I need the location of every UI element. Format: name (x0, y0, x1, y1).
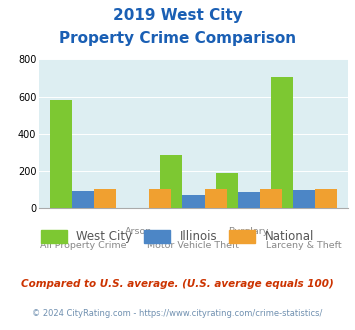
Legend: West City, Illinois, National: West City, Illinois, National (36, 225, 319, 248)
Text: Arson: Arson (125, 227, 152, 236)
Bar (237, 192, 260, 208)
Text: All Property Crime: All Property Crime (40, 241, 126, 250)
Text: Burglary: Burglary (228, 227, 269, 236)
Text: 2019 West City: 2019 West City (113, 8, 242, 23)
Bar (149, 189, 171, 208)
Text: Motor Vehicle Theft: Motor Vehicle Theft (147, 241, 240, 250)
Bar (260, 189, 282, 208)
Bar (271, 78, 293, 208)
Bar (50, 100, 72, 208)
Bar (204, 189, 226, 208)
Bar (160, 155, 182, 208)
Text: Larceny & Theft: Larceny & Theft (266, 241, 342, 250)
Bar (215, 173, 237, 208)
Text: Property Crime Comparison: Property Crime Comparison (59, 31, 296, 46)
Bar (315, 189, 337, 208)
Text: Compared to U.S. average. (U.S. average equals 100): Compared to U.S. average. (U.S. average … (21, 279, 334, 289)
Bar (72, 191, 94, 208)
Bar (94, 189, 116, 208)
Text: © 2024 CityRating.com - https://www.cityrating.com/crime-statistics/: © 2024 CityRating.com - https://www.city… (32, 309, 323, 317)
Bar (293, 190, 315, 208)
Bar (182, 195, 204, 208)
